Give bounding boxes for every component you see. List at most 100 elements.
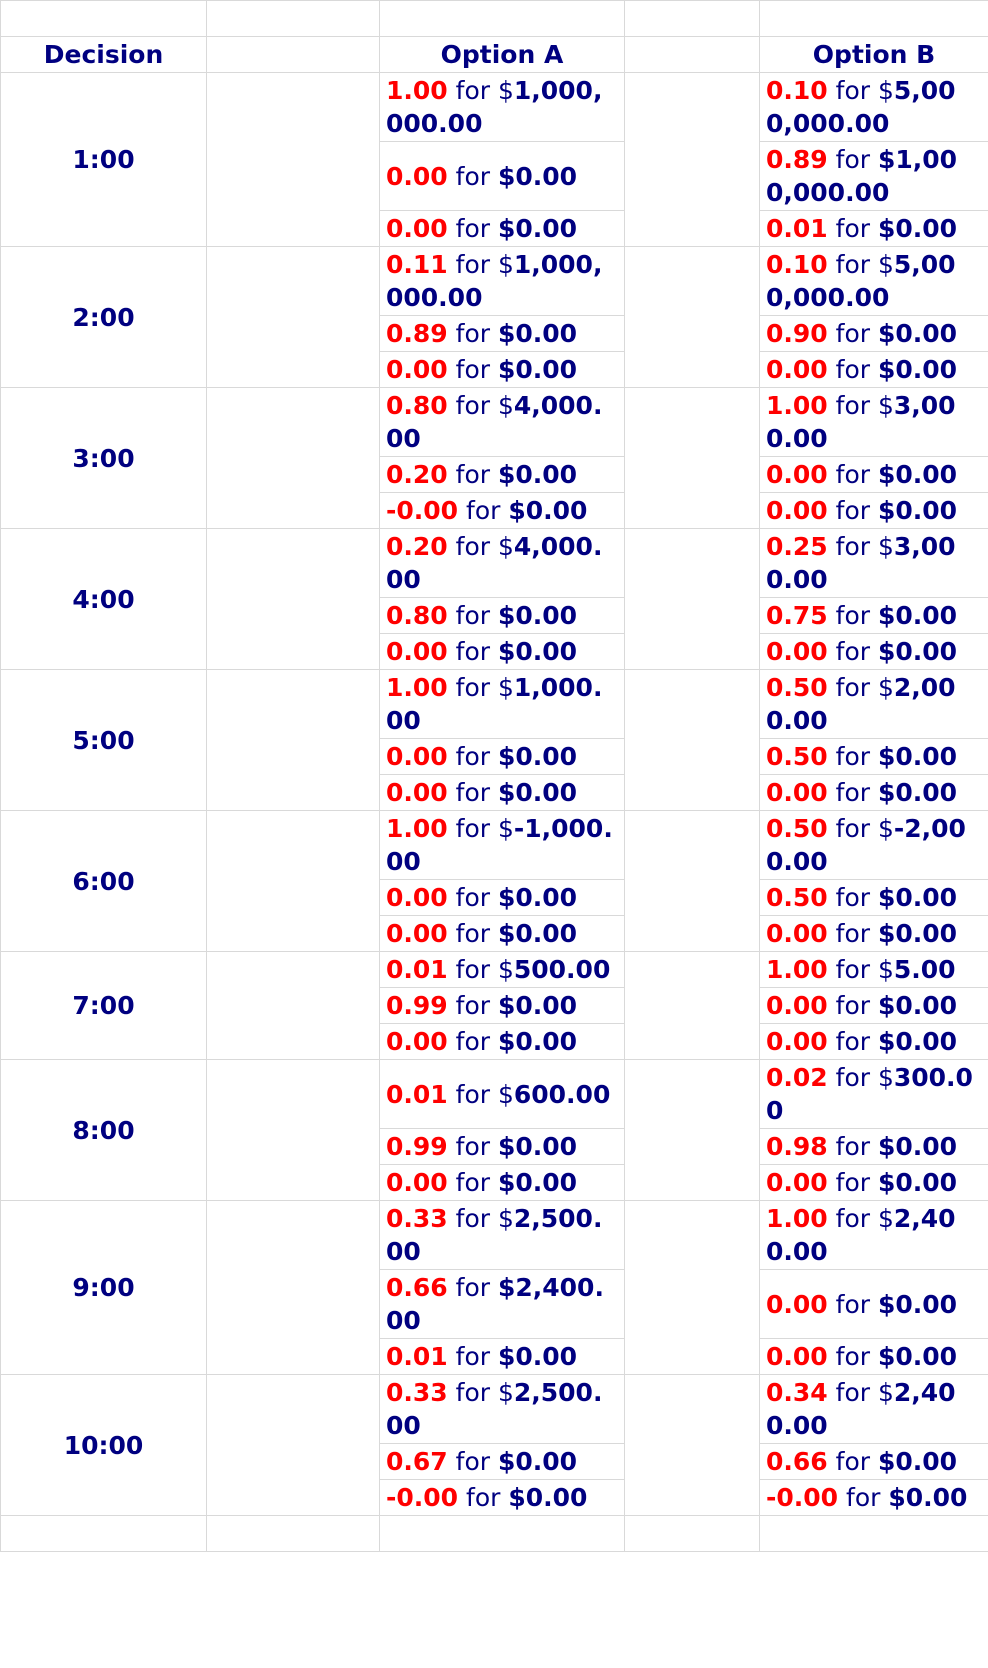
amount: $0.00 bbox=[877, 355, 958, 384]
option-a-outcome: 0.01 for $0.00 bbox=[379, 1338, 625, 1375]
decision-row: 0.00 for $0.00 0.50 for $0.00 bbox=[1, 879, 988, 916]
dollar-sign: $ bbox=[877, 76, 894, 105]
amount: $0.00 bbox=[497, 355, 578, 384]
option-a-outcome: 0.01 for $600.00 bbox=[379, 1059, 625, 1129]
for-word: for bbox=[835, 1289, 871, 1319]
decision-row: 10:00 0.33 for $2,500.00 0.34 for $2,400.0… bbox=[0, 1374, 988, 1516]
amount: 500.00 bbox=[513, 955, 611, 984]
for-word: for bbox=[835, 355, 871, 384]
decision-row: 6:00 1.00 for $-1,000.00 0.50 for $-2,000.… bbox=[0, 810, 988, 952]
option-a-outcome: 0.00 for $0.00 bbox=[379, 774, 625, 811]
dollar-sign: $ bbox=[497, 1378, 514, 1407]
probability: 0.00 bbox=[766, 1168, 828, 1197]
amount: $0.00 bbox=[508, 496, 588, 525]
option-a-outcome: 1.00 for $-1,000.00 bbox=[379, 810, 625, 880]
option-a-outcome: 0.67 for $0.00 bbox=[379, 1443, 625, 1480]
for-word: for bbox=[455, 1273, 491, 1302]
amount: 5,000,000.00 bbox=[766, 76, 956, 138]
decision-row: 9:00 0.33 for $2,500.00 1.00 for $2,400.00 bbox=[0, 1200, 988, 1375]
blank-cell bbox=[206, 1059, 380, 1201]
amount: 2,500.00 bbox=[386, 1378, 603, 1440]
dollar-sign: $ bbox=[497, 673, 514, 702]
probability: 0.33 bbox=[386, 1378, 448, 1407]
amount: $0.00 bbox=[497, 601, 578, 630]
for-word: for bbox=[455, 250, 491, 279]
for-word: for bbox=[455, 991, 491, 1020]
amount: $2,400.00 bbox=[386, 1273, 604, 1335]
probability: 1.00 bbox=[386, 76, 448, 105]
decision-row: 0.99 for $0.00 0.00 for $0.00 bbox=[1, 987, 988, 1024]
probability: 0.11 bbox=[386, 250, 448, 279]
amount: $0.00 bbox=[877, 778, 958, 807]
blank-bottom-row bbox=[0, 1515, 988, 1552]
decision-label: 1:00 bbox=[0, 72, 207, 247]
for-word: for bbox=[455, 161, 491, 191]
amount: 300.00 bbox=[766, 1063, 973, 1125]
option-b-outcome: 0.00 for $0.00 bbox=[759, 633, 988, 670]
dollar-sign: $ bbox=[877, 814, 894, 843]
probability: 0.25 bbox=[766, 532, 828, 561]
amount: $0.00 bbox=[497, 1447, 578, 1476]
blank-cell bbox=[624, 1515, 760, 1552]
option-b-outcome: 0.25 for $3,000.00 bbox=[759, 528, 988, 598]
probability: 0.00 bbox=[766, 460, 828, 489]
amount: $0.00 bbox=[497, 919, 578, 948]
option-b-outcome: 1.00 for $3,000.00 bbox=[759, 387, 988, 457]
blank-cell bbox=[206, 387, 380, 529]
amount: 4,000.00 bbox=[386, 532, 603, 594]
blank-cell bbox=[206, 810, 380, 952]
for-word: for bbox=[455, 778, 491, 807]
amount: $0.00 bbox=[877, 991, 958, 1020]
amount: $0.00 bbox=[497, 742, 578, 771]
probability: 0.20 bbox=[386, 460, 448, 489]
probability: 0.00 bbox=[766, 637, 828, 666]
probability: 0.00 bbox=[766, 778, 828, 807]
probability: 0.00 bbox=[766, 1289, 828, 1319]
for-word: for bbox=[455, 955, 491, 984]
dollar-sign: $ bbox=[497, 955, 514, 984]
amount: $0.00 bbox=[497, 1342, 578, 1371]
dollar-sign: $ bbox=[877, 673, 894, 702]
amount: $0.00 bbox=[877, 214, 958, 243]
blank-cell bbox=[624, 36, 760, 73]
amount: -1,000.00 bbox=[386, 814, 613, 876]
amount: $0.00 bbox=[877, 460, 958, 489]
dollar-sign: $ bbox=[497, 391, 514, 420]
option-a-outcome: 0.00 for $0.00 bbox=[379, 1164, 625, 1201]
option-b-outcome: 0.34 for $2,400.00 bbox=[759, 1374, 988, 1444]
decision-row: 0.00 for $0.00 0.01 for $0.00 bbox=[1, 210, 988, 247]
amount: 3,000.00 bbox=[766, 391, 956, 453]
amount: $0.00 bbox=[888, 1483, 968, 1512]
amount: $0.00 bbox=[877, 883, 958, 912]
probability: 0.00 bbox=[386, 637, 448, 666]
probability: 0.00 bbox=[766, 496, 828, 525]
probability: 0.89 bbox=[766, 145, 828, 174]
for-word: for bbox=[835, 1027, 871, 1056]
dollar-sign: $ bbox=[497, 532, 514, 561]
amount: $0.00 bbox=[508, 1483, 588, 1512]
dollar-sign: $ bbox=[877, 250, 894, 279]
probability: 0.10 bbox=[766, 76, 828, 105]
probability: 0.34 bbox=[766, 1378, 828, 1407]
decision-label: 6:00 bbox=[0, 810, 207, 952]
for-word: for bbox=[835, 742, 871, 771]
amount: 4,000.00 bbox=[386, 391, 603, 453]
decision-row: 3:00 0.80 for $4,000.00 1.00 for $3,000.00 bbox=[0, 387, 988, 529]
dollar-sign: $ bbox=[877, 1378, 894, 1407]
probability: 0.01 bbox=[386, 1079, 448, 1109]
dollar-sign: $ bbox=[497, 76, 514, 105]
amount: $0.00 bbox=[877, 1027, 958, 1056]
probability: 0.33 bbox=[386, 1204, 448, 1233]
amount: $0.00 bbox=[497, 778, 578, 807]
probability: 0.00 bbox=[386, 355, 448, 384]
for-word: for bbox=[835, 637, 871, 666]
decision-table-container: Decision Option A Option B 1:00 1.00 for … bbox=[0, 0, 988, 1552]
dollar-sign: $ bbox=[497, 1079, 514, 1109]
blank-cell bbox=[206, 0, 380, 37]
decision-label: 7:00 bbox=[0, 951, 207, 1060]
decision-row: -0.00 for $0.00 -0.00 for $0.00 bbox=[1, 1479, 988, 1516]
probability: 1.00 bbox=[766, 391, 828, 420]
blank-cell bbox=[759, 0, 988, 37]
probability: 0.00 bbox=[386, 778, 448, 807]
amount: $0.00 bbox=[877, 637, 958, 666]
